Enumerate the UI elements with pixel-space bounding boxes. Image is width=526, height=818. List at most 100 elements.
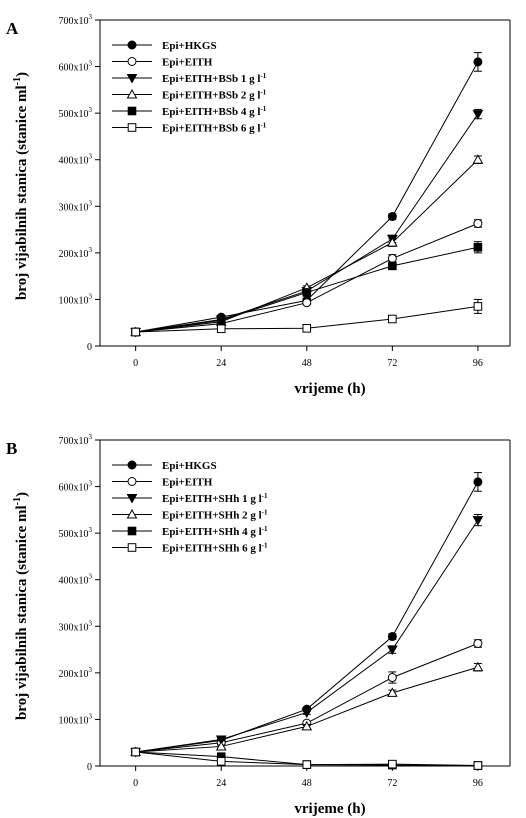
- data-point: [216, 324, 226, 334]
- y-tick-label: 200x103: [59, 246, 93, 260]
- data-point: [301, 720, 313, 731]
- series-line: [135, 643, 479, 753]
- data-point: [388, 314, 397, 324]
- data-point: [386, 645, 398, 656]
- data-point: [388, 759, 397, 769]
- y-tick-label: 300x103: [59, 619, 93, 633]
- x-tick-label: 72: [387, 778, 397, 789]
- legend-entry: Epi+EITH+BSb 4 g l-1: [162, 105, 267, 118]
- data-point: [473, 302, 483, 311]
- y-axis-label: broj vijabilnih stanica (stanice ml-1): [12, 492, 30, 720]
- data-point: [131, 747, 140, 757]
- legend-entry: Epi+EITH: [162, 477, 213, 489]
- legend-marker: [126, 508, 138, 519]
- series-group: [130, 661, 484, 757]
- data-point: [473, 477, 483, 487]
- legend-entry: Epi+EITH+BSb 1 g l-1: [162, 72, 267, 85]
- y-tick-label: 0: [87, 762, 92, 773]
- data-point: [301, 708, 313, 718]
- y-tick-label: 500x103: [59, 106, 93, 120]
- data-point: [473, 219, 483, 229]
- legend-entry: Epi+EITH+SHh 6 g l-1: [162, 542, 268, 555]
- y-tick-label: 100x103: [59, 292, 93, 306]
- legend-entry: Epi+EITH+BSb 2 g l-1: [162, 89, 267, 102]
- y-tick-label: 200x103: [59, 666, 93, 680]
- data-point: [216, 757, 226, 766]
- y-tick-label: 700x103: [59, 13, 93, 27]
- y-tick-label: 100x103: [59, 712, 93, 726]
- data-point: [387, 673, 397, 683]
- x-tick-label: 96: [473, 778, 483, 789]
- data-point: [302, 298, 312, 308]
- legend-entry: Epi+EITH: [162, 57, 213, 69]
- data-point: [387, 253, 397, 263]
- legend: Epi+HKGS Epi+EITH Epi+EITH+SHh 1 g l-1 Epi+…: [112, 460, 268, 555]
- data-point: [131, 327, 140, 337]
- y-tick-label: 600x103: [59, 480, 93, 494]
- x-axis-label: vrijeme (h): [294, 801, 365, 817]
- legend-marker: [126, 494, 138, 504]
- legend-marker: [127, 543, 137, 552]
- legend-entry: Epi+HKGS: [162, 460, 217, 472]
- x-axis-label: vrijeme (h): [294, 381, 365, 397]
- data-point: [386, 237, 398, 247]
- x-tick-label: 0: [133, 358, 138, 369]
- data-point: [387, 632, 397, 642]
- panel-letter: B: [6, 439, 17, 458]
- y-tick-label: 300x103: [59, 199, 93, 213]
- y-axis-label: broj vijabilnih stanica (stanice ml-1): [12, 72, 30, 300]
- legend-marker: [126, 88, 138, 99]
- y-tick-label: 700x103: [59, 433, 93, 447]
- data-point: [302, 324, 312, 333]
- legend-marker: [126, 74, 138, 84]
- y-tick-label: 600x103: [59, 60, 93, 74]
- legend-marker: [127, 40, 137, 50]
- series-group: [131, 219, 483, 337]
- data-point: [387, 212, 397, 222]
- y-tick-label: 400x103: [59, 573, 93, 587]
- data-point: [473, 57, 483, 67]
- panel-letter: A: [6, 19, 19, 38]
- legend-marker: [127, 106, 137, 116]
- x-tick-label: 0: [133, 778, 138, 789]
- data-point: [472, 154, 484, 164]
- x-tick-label: 96: [473, 358, 483, 369]
- data-point: [302, 288, 312, 297]
- data-point: [388, 261, 397, 271]
- x-tick-label: 24: [216, 778, 226, 789]
- y-tick-label: 0: [87, 342, 92, 353]
- legend-marker: [127, 477, 137, 486]
- chart-panel-b: B 0 100x103 200x103 300x103 400x103 500x103 600…: [6, 433, 511, 817]
- legend-marker: [127, 460, 137, 470]
- y-tick-label: 500x103: [59, 526, 93, 540]
- x-tick-label: 48: [302, 778, 312, 789]
- series-group: [131, 747, 483, 770]
- legend-marker: [127, 57, 137, 66]
- legend-entry: Epi+EITH+SHh 1 g l-1: [162, 492, 268, 505]
- legend-entry: Epi+EITH+BSb 6 g l-1: [162, 122, 267, 135]
- legend-entry: Epi+EITH+SHh 4 g l-1: [162, 525, 268, 538]
- data-point: [473, 761, 483, 770]
- x-tick-label: 48: [302, 358, 312, 369]
- series-group: [131, 298, 483, 337]
- series-line: [135, 223, 479, 333]
- chart-panel-a: A 0 100x103 200x103 300x103 400x103 500x103 600…: [6, 13, 511, 397]
- legend-marker: [127, 123, 137, 132]
- data-point: [472, 516, 484, 526]
- data-point: [473, 242, 483, 252]
- data-point: [472, 110, 484, 120]
- series-group: [130, 154, 484, 337]
- y-tick-label: 400x103: [59, 153, 93, 167]
- x-tick-label: 24: [216, 358, 226, 369]
- data-point: [472, 661, 484, 672]
- data-point: [473, 639, 483, 649]
- data-point: [386, 687, 398, 697]
- x-tick-label: 72: [387, 358, 397, 369]
- data-point: [215, 740, 227, 751]
- data-point: [302, 760, 312, 769]
- data-point: [216, 316, 226, 325]
- data-point: [215, 735, 227, 745]
- series-group: [131, 639, 483, 757]
- legend-entry: Epi+EITH+SHh 2 g l-1: [162, 509, 268, 522]
- legend-marker: [127, 526, 137, 536]
